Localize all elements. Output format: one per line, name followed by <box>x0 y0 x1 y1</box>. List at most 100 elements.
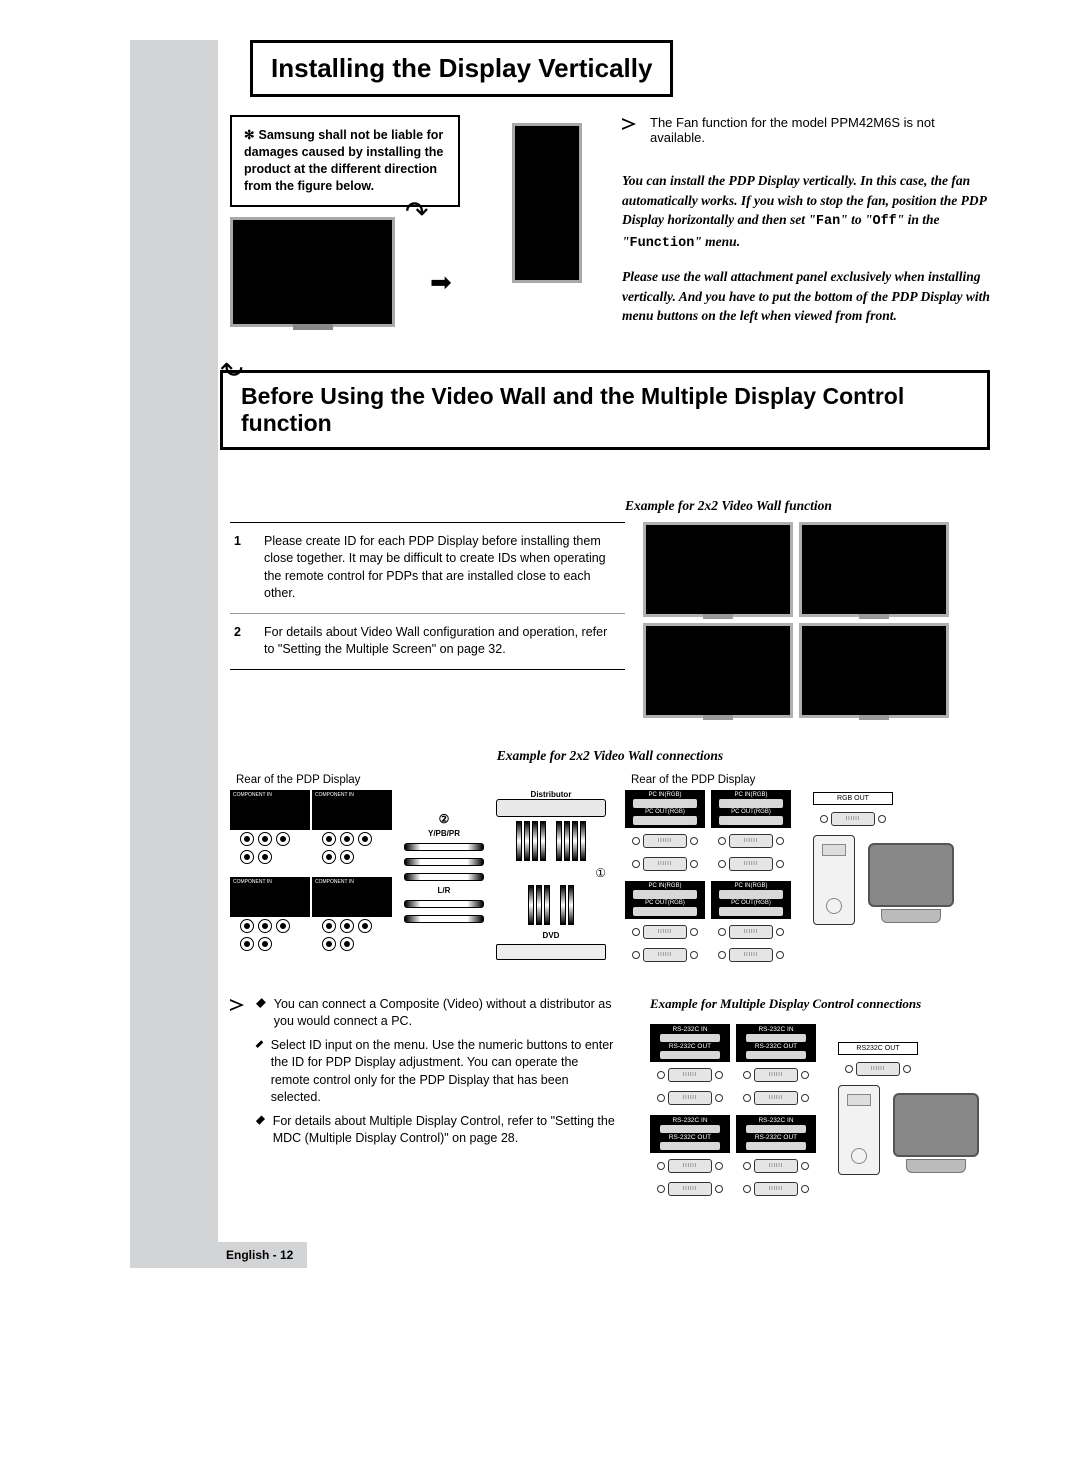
component-in-panel: COMPONENT IN <box>230 790 310 830</box>
jack-icon <box>240 850 254 864</box>
bullet-text: For details about Multiple Display Contr… <box>273 1113 620 1148</box>
cable-illustration <box>404 900 484 908</box>
db9-port: ∷∷∷ <box>711 854 791 874</box>
display-horizontal-illustration <box>230 217 395 327</box>
db9-port: ∷∷∷ <box>625 831 705 851</box>
circle-1-label: ① <box>595 866 606 880</box>
rs232-panel: RS-232C IN RS-232C OUT <box>650 1115 730 1153</box>
component-in-panel: COMPONENT IN <box>312 790 392 830</box>
db9-port: ∷∷∷ <box>650 1065 730 1085</box>
cable-cluster <box>496 821 606 861</box>
warning-box: ✻Samsung shall not be liable for damages… <box>230 115 460 207</box>
jack-icon <box>240 919 254 933</box>
component-in-panel: COMPONENT IN <box>230 877 310 917</box>
db9-port: ∷∷∷ <box>736 1179 816 1199</box>
db9-port: ∷∷∷ <box>650 1179 730 1199</box>
italic-instructions: You can install the PDP Display vertical… <box>622 171 990 326</box>
pc-rgb-panel: PC IN(RGB) PC OUT(RGB) <box>711 790 791 828</box>
tv-illustration <box>643 623 793 718</box>
section-title-box-2: Before Using the Video Wall and the Mult… <box>220 370 990 450</box>
italic-p1-d: " menu. <box>694 234 740 249</box>
jack-icon <box>240 832 254 846</box>
bullet-text: Select ID input on the menu. Use the num… <box>271 1037 620 1107</box>
component-in-label: COMPONENT IN <box>315 879 354 885</box>
jack-icon <box>258 850 272 864</box>
rotation-arrow-icon: ↷ <box>220 350 243 383</box>
db9-port: ∷∷∷ <box>625 945 705 965</box>
cable-cluster <box>496 885 606 925</box>
steps-list: 1 Please create ID for each PDP Display … <box>230 522 625 718</box>
left-margin-bar <box>130 40 218 1268</box>
rs232-in-label: RS-232C IN <box>736 1026 816 1033</box>
rs232-out-label: RS-232C OUT <box>650 1134 730 1141</box>
jack-icon <box>276 919 290 933</box>
pc-in-label: PC IN(RGB) <box>625 792 705 798</box>
db9-port: ∷∷∷ <box>736 1156 816 1176</box>
dvd-box <box>496 944 606 960</box>
dvd-label: DVD <box>496 931 606 940</box>
display-vertical-illustration <box>512 123 582 283</box>
example-wall-connections-label: Example for 2x2 Video Wall connections <box>230 748 990 764</box>
rs232-out-label: RS-232C OUT <box>650 1043 730 1050</box>
db9-port: ∷∷∷ <box>650 1156 730 1176</box>
snowflake-icon: ✻ <box>244 128 254 142</box>
jack-icon <box>258 937 272 951</box>
diamond-bullet-icon <box>256 1115 265 1124</box>
jack-icon <box>322 919 336 933</box>
pc-out-label: PC OUT(RGB) <box>711 809 791 815</box>
tv-illustration <box>643 522 793 617</box>
jack-icon <box>340 832 354 846</box>
section-title-1: Installing the Display Vertically <box>271 53 652 84</box>
db9-port: ∷∷∷ <box>625 854 705 874</box>
distributor-box <box>496 799 606 817</box>
rs232c-out-label-box: RS232C OUT <box>838 1042 918 1055</box>
crt-monitor-illustration <box>888 1093 983 1175</box>
step-number: 1 <box>234 533 264 603</box>
jack-icon <box>258 919 272 933</box>
jack-icon <box>340 850 354 864</box>
left-connection-diagram: Rear of the PDP Display COMPONENT IN COM… <box>230 774 595 968</box>
notes-bullet-list: You can connect a Composite (Video) with… <box>258 996 620 1154</box>
jack-icon <box>358 919 372 933</box>
example-wall-function-label: Example for 2x2 Video Wall function <box>625 498 990 514</box>
rs232-out-label: RS-232C OUT <box>736 1043 816 1050</box>
step-row: 1 Please create ID for each PDP Display … <box>230 523 625 614</box>
code-off: Off <box>872 214 896 229</box>
code-function: Function <box>630 236 695 251</box>
cable-illustration <box>404 873 484 881</box>
step-text: Please create ID for each PDP Display be… <box>264 533 621 603</box>
example-mdc-label: Example for Multiple Display Control con… <box>650 996 990 1012</box>
db9-port: ∷∷∷ <box>711 922 791 942</box>
jack-icon <box>258 832 272 846</box>
rs232-panel: RS-232C IN RS-232C OUT <box>650 1024 730 1062</box>
video-wall-grid-illustration <box>643 522 949 718</box>
circle-2-label: ② <box>439 812 450 826</box>
section-title-box-1: Installing the Display Vertically <box>250 40 673 97</box>
lr-label: L/R <box>438 886 451 895</box>
component-in-panel: COMPONENT IN <box>312 877 392 917</box>
pc-out-label: PC OUT(RGB) <box>711 900 791 906</box>
ypbpr-label: Y/PB/PR <box>428 829 460 838</box>
pc-rgb-panel: PC IN(RGB) PC OUT(RGB) <box>711 881 791 919</box>
component-in-label: COMPONENT IN <box>315 792 354 798</box>
db9-port: ∷∷∷ <box>650 1088 730 1108</box>
right-arrow-icon: ➡ <box>430 267 452 298</box>
db9-port: ∷∷∷ <box>625 922 705 942</box>
rs232-in-label: RS-232C IN <box>736 1117 816 1124</box>
step-number: 2 <box>234 624 264 659</box>
rs232-panel: RS-232C IN RS-232C OUT <box>736 1024 816 1062</box>
diamond-bullet-icon <box>256 1040 264 1048</box>
rs232-panel: RS-232C IN RS-232C OUT <box>736 1115 816 1153</box>
section-title-2: Before Using the Video Wall and the Mult… <box>241 383 969 437</box>
pc-tower-illustration <box>813 835 855 925</box>
db9-port: ∷∷∷ <box>711 831 791 851</box>
italic-p2: Please use the wall attachment panel exc… <box>622 267 990 326</box>
italic-p1-b: " to " <box>840 212 872 227</box>
jack-icon <box>340 919 354 933</box>
cable-illustration <box>404 843 484 851</box>
fan-note-text: The Fan function for the model PPM42M6S … <box>650 115 990 145</box>
db9-port: ∷∷∷ <box>838 1059 918 1079</box>
pc-in-label: PC IN(RGB) <box>711 883 791 889</box>
warning-text: Samsung shall not be liable for damages … <box>244 128 443 193</box>
rear-label-right: Rear of the PDP Display <box>631 774 990 786</box>
